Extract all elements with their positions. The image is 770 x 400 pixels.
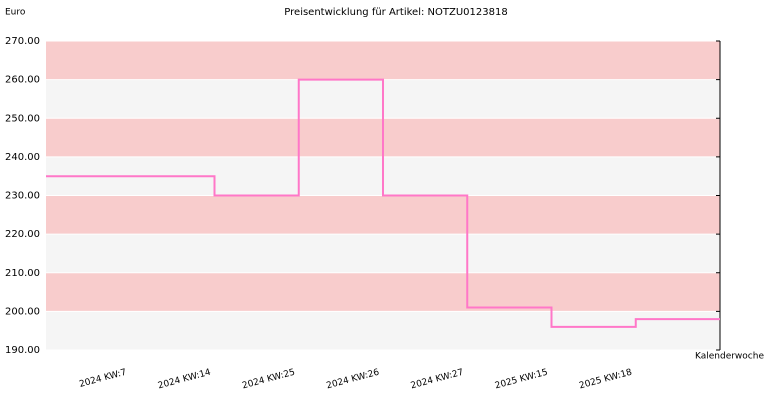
grid-band <box>46 234 720 273</box>
y-tick-label: 240.00 <box>5 152 40 163</box>
grid-band <box>46 195 720 235</box>
x-tick-label: 2025 KW:15 <box>494 368 549 392</box>
y-tick-label: 230.00 <box>5 191 40 202</box>
y-tick-label: 260.00 <box>5 75 40 86</box>
grid-band <box>46 311 720 350</box>
price-line <box>46 78 720 328</box>
y-tick-label: 200.00 <box>5 306 40 317</box>
x-tick-label: 2024 KW:25 <box>241 368 296 392</box>
y-tick-label: 220.00 <box>5 229 40 240</box>
x-tick-label: 2024 KW:27 <box>410 368 465 392</box>
y-tick-label: 250.00 <box>5 113 40 124</box>
y-tick-label: 210.00 <box>5 268 40 279</box>
y-axis-label: Euro <box>5 8 26 18</box>
y-tick-label: 190.00 <box>5 345 40 356</box>
grid-band <box>46 41 720 80</box>
x-tick-label: 2024 KW:26 <box>325 368 380 392</box>
x-tick-label: 2024 KW:14 <box>157 368 212 392</box>
x-tick-label: 2025 KW:18 <box>578 368 633 392</box>
chart-title: Preisentwicklung für Artikel: NOTZU01238… <box>284 7 507 18</box>
grid-band <box>46 272 720 312</box>
x-tick-label: 2024 KW:7 <box>78 368 127 390</box>
y-tick-label: 270.00 <box>5 36 40 47</box>
x-axis-label: Kalenderwoche <box>695 352 764 362</box>
